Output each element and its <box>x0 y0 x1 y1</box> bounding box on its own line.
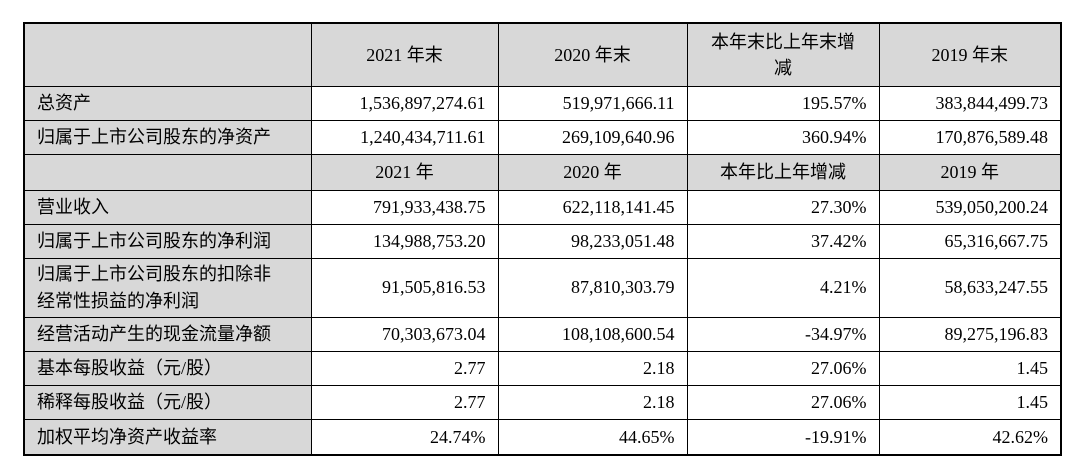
cell-value: 2.77 <box>310 384 499 420</box>
cell-value: 360.94% <box>686 119 880 155</box>
row-label: 归属于上市公司股东的净资产 <box>23 119 312 155</box>
row-label: 归属于上市公司股东的净利润 <box>23 223 312 259</box>
table-row: 加权平均净资产收益率 24.74% 44.65% -19.91% 42.62% <box>23 418 1062 456</box>
cell-value: 1,536,897,274.61 <box>310 85 499 121</box>
cell-value: 108,108,600.54 <box>497 316 688 352</box>
column-header: 2021 年末 <box>310 22 499 87</box>
cell-value: 44.65% <box>497 418 688 456</box>
table-row: 营业收入 791,933,438.75 622,118,141.45 27.30… <box>23 189 1062 225</box>
cell-value: 170,876,589.48 <box>878 119 1062 155</box>
cell-value: 539,050,200.24 <box>878 189 1062 225</box>
cell-value: -34.97% <box>686 316 880 352</box>
cell-value: 98,233,051.48 <box>497 223 688 259</box>
cell-value: 58,633,247.55 <box>878 257 1062 318</box>
cell-value: 269,109,640.96 <box>497 119 688 155</box>
cell-value: 27.06% <box>686 384 880 420</box>
cell-value: 2.77 <box>310 350 499 386</box>
cell-value: 27.06% <box>686 350 880 386</box>
table-row: 归属于上市公司股东的扣除非 经常性损益的净利润 91,505,816.53 87… <box>23 257 1062 318</box>
cell-value: 27.30% <box>686 189 880 225</box>
cell-value: 91,505,816.53 <box>310 257 499 318</box>
cell-value: 89,275,196.83 <box>878 316 1062 352</box>
row-label: 营业收入 <box>23 189 312 225</box>
financial-summary-table: 2021 年末 2020 年末 本年末比上年末增 减 2019 年末 总资产 1… <box>23 22 1062 456</box>
cell-value: 134,988,753.20 <box>310 223 499 259</box>
column-header: 2020 年 <box>497 153 688 191</box>
cell-value: 42.62% <box>878 418 1062 456</box>
row-label: 经营活动产生的现金流量净额 <box>23 316 312 352</box>
row-label: 归属于上市公司股东的扣除非 经常性损益的净利润 <box>23 257 312 318</box>
table-row: 基本每股收益（元/股） 2.77 2.18 27.06% 1.45 <box>23 350 1062 386</box>
table-row: 稀释每股收益（元/股） 2.77 2.18 27.06% 1.45 <box>23 384 1062 420</box>
cell-value: 65,316,667.75 <box>878 223 1062 259</box>
table-row: 2021 年 2020 年 本年比上年增减 2019 年 <box>23 153 1062 191</box>
column-header: 2020 年末 <box>497 22 688 87</box>
cell-value: -19.91% <box>686 418 880 456</box>
cell-value: 2.18 <box>497 350 688 386</box>
cell-value: 37.42% <box>686 223 880 259</box>
cell-value: 24.74% <box>310 418 499 456</box>
cell-value: 1.45 <box>878 350 1062 386</box>
corner-cell <box>23 153 312 191</box>
key-accounting-data-table: 2021 年末 2020 年末 本年末比上年末增 减 2019 年末 总资产 1… <box>23 22 1062 456</box>
cell-value: 1.45 <box>878 384 1062 420</box>
row-label: 加权平均净资产收益率 <box>23 418 312 456</box>
column-header: 本年比上年增减 <box>686 153 880 191</box>
cell-value: 1,240,434,711.61 <box>310 119 499 155</box>
cell-value: 791,933,438.75 <box>310 189 499 225</box>
cell-value: 519,971,666.11 <box>497 85 688 121</box>
table-row: 总资产 1,536,897,274.61 519,971,666.11 195.… <box>23 85 1062 121</box>
table-row: 经营活动产生的现金流量净额 70,303,673.04 108,108,600.… <box>23 316 1062 352</box>
cell-value: 195.57% <box>686 85 880 121</box>
table-row: 归属于上市公司股东的净资产 1,240,434,711.61 269,109,6… <box>23 119 1062 155</box>
column-header: 本年末比上年末增 减 <box>686 22 880 87</box>
row-label: 稀释每股收益（元/股） <box>23 384 312 420</box>
cell-value: 4.21% <box>686 257 880 318</box>
column-header: 2019 年末 <box>878 22 1062 87</box>
column-header: 2019 年 <box>878 153 1062 191</box>
column-header: 2021 年 <box>310 153 499 191</box>
row-label: 基本每股收益（元/股） <box>23 350 312 386</box>
cell-value: 383,844,499.73 <box>878 85 1062 121</box>
cell-value: 2.18 <box>497 384 688 420</box>
table-row: 归属于上市公司股东的净利润 134,988,753.20 98,233,051.… <box>23 223 1062 259</box>
cell-value: 87,810,303.79 <box>497 257 688 318</box>
cell-value: 70,303,673.04 <box>310 316 499 352</box>
cell-value: 622,118,141.45 <box>497 189 688 225</box>
row-label: 总资产 <box>23 85 312 121</box>
corner-cell <box>23 22 312 87</box>
table-row: 2021 年末 2020 年末 本年末比上年末增 减 2019 年末 <box>23 22 1062 87</box>
